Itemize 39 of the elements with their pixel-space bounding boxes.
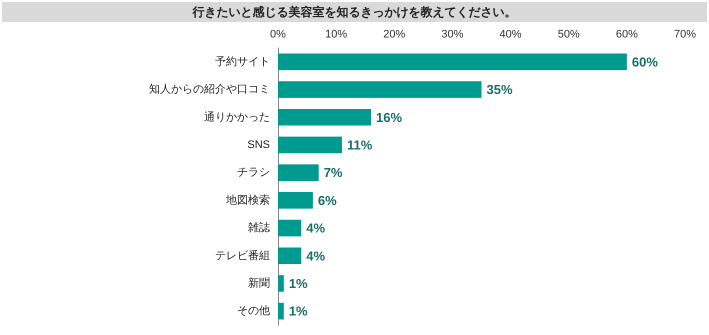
data-label: 35%: [486, 82, 513, 98]
bar: [278, 136, 342, 154]
data-label: 16%: [376, 110, 402, 125]
x-tick-label: 20%: [383, 28, 406, 40]
bar: [278, 220, 302, 236]
data-label: 11%: [346, 137, 373, 152]
bar: [278, 302, 284, 320]
x-tick-label: 60%: [616, 28, 638, 40]
bar: [278, 247, 302, 264]
y-tick-label: 地図検索: [225, 193, 270, 206]
bar: [278, 108, 372, 126]
y-tick-label: 新聞: [248, 276, 270, 290]
data-label: 1%: [288, 304, 308, 319]
bar: [278, 81, 482, 98]
data-label: 6%: [318, 192, 338, 208]
data-label: 7%: [324, 165, 343, 180]
chart-title: 行きたいと感じる美容室を知るきっかけを教えてください。: [2, 2, 707, 22]
x-tick-label: 40%: [500, 28, 522, 40]
y-tick-label: SNS: [247, 138, 270, 151]
data-label: 1%: [288, 276, 308, 291]
x-tick-label: 0%: [270, 28, 286, 40]
data-label: 4%: [306, 248, 326, 264]
data-label: 60%: [632, 54, 658, 70]
y-tick-label: その他: [237, 305, 270, 318]
bar: [278, 164, 319, 181]
y-tick-label: 予約サイト: [215, 56, 270, 68]
bar: [278, 54, 627, 70]
y-tick-label: テレビ番組: [215, 248, 270, 262]
x-tick-label: 30%: [441, 28, 464, 40]
data-label: 4%: [306, 220, 326, 236]
x-tick-label: 50%: [558, 28, 580, 40]
y-tick-label: 通りかかった: [204, 110, 270, 124]
x-tick-label: 70%: [674, 28, 696, 40]
bar: [278, 192, 313, 209]
y-tick-label: チラシ: [237, 166, 270, 179]
bar: [278, 275, 284, 292]
y-tick-label: 知人からの紹介や口コミ: [149, 84, 270, 96]
x-tick-label: 10%: [325, 28, 348, 40]
y-tick-label: 雑誌: [248, 221, 270, 234]
